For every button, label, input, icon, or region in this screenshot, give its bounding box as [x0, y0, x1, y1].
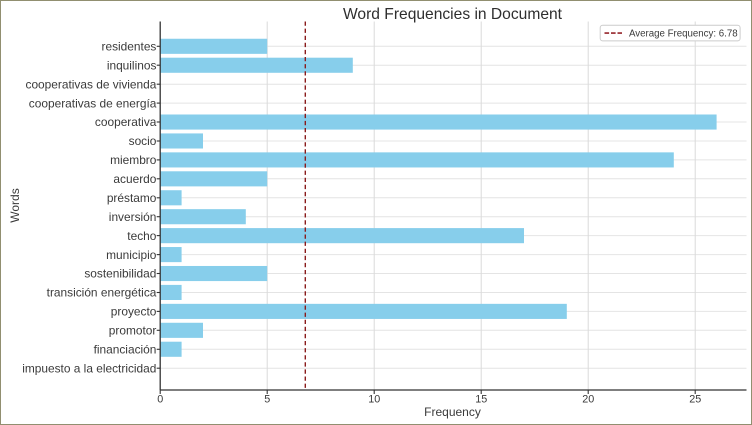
svg-text:transición energética: transición energética	[47, 286, 157, 300]
svg-text:Words: Words	[8, 188, 22, 222]
svg-text:cooperativa: cooperativa	[95, 115, 157, 129]
svg-text:Frequency: Frequency	[424, 405, 481, 419]
svg-text:techo: techo	[127, 229, 156, 243]
svg-text:acuerdo: acuerdo	[113, 172, 156, 186]
svg-text:impuesto a la electricidad: impuesto a la electricidad	[22, 361, 156, 375]
svg-text:cooperativas de vivienda: cooperativas de vivienda	[26, 77, 157, 91]
svg-text:5: 5	[264, 394, 270, 406]
svg-text:inquilinos: inquilinos	[107, 58, 157, 72]
svg-text:socio: socio	[129, 134, 157, 148]
svg-text:promotor: promotor	[109, 324, 157, 338]
svg-text:sostenibilidad: sostenibilidad	[84, 267, 156, 281]
svg-text:municipio: municipio	[106, 248, 157, 262]
svg-text:10: 10	[368, 394, 380, 406]
svg-text:Average Frequency: 6.78: Average Frequency: 6.78	[629, 29, 738, 40]
svg-text:préstamo: préstamo	[107, 191, 157, 205]
svg-text:cooperativas de energía: cooperativas de energía	[29, 96, 157, 110]
svg-text:Word Frequencies in Document: Word Frequencies in Document	[343, 6, 563, 23]
svg-text:20: 20	[582, 394, 594, 406]
svg-text:25: 25	[689, 394, 701, 406]
svg-text:financiación: financiación	[94, 343, 157, 357]
svg-text:0: 0	[157, 394, 163, 406]
svg-text:15: 15	[475, 394, 487, 406]
svg-text:residentes: residentes	[102, 40, 157, 54]
svg-text:inversión: inversión	[109, 210, 157, 224]
svg-text:miembro: miembro	[110, 153, 157, 167]
svg-text:proyecto: proyecto	[111, 305, 157, 319]
